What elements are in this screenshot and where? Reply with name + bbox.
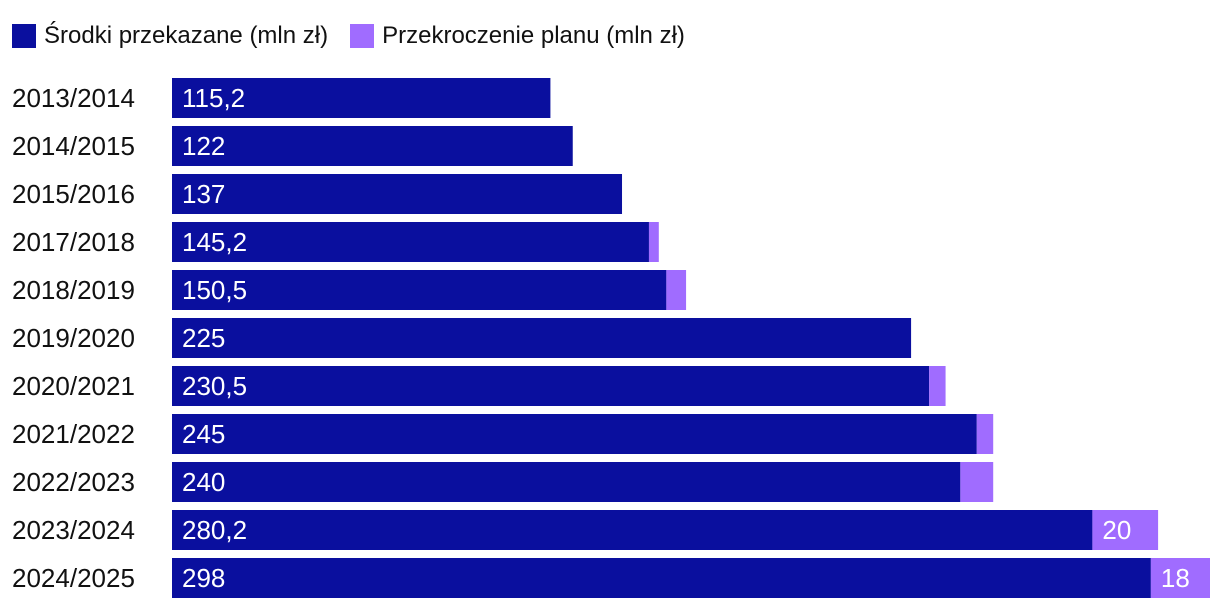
data-label-overrun: 20 — [1102, 515, 1131, 545]
data-label-funds: 115,2 — [182, 83, 245, 113]
bar-funds — [172, 558, 1151, 598]
data-label-funds: 280,2 — [182, 515, 247, 545]
data-label-overrun: 18 — [1161, 563, 1190, 593]
bar-funds — [172, 270, 667, 310]
data-label-funds: 137 — [182, 179, 225, 209]
bar-funds — [172, 78, 551, 118]
y-tick-label: 2017/2018 — [12, 227, 135, 257]
data-label-funds: 298 — [182, 563, 225, 593]
legend: Środki przekazane (mln zł) Przekroczenie… — [12, 20, 697, 52]
data-label-funds: 245 — [182, 419, 225, 449]
bar-funds — [172, 126, 573, 166]
bar-overrun — [666, 270, 687, 310]
legend-label-overrun: Przekroczenie planu (mln zł) — [382, 22, 685, 49]
y-tick-label: 2019/2020 — [12, 323, 135, 353]
y-tick-label: 2024/2025 — [12, 563, 135, 593]
bar-overrun — [929, 366, 946, 406]
bar-funds — [172, 366, 930, 406]
data-label-funds: 145,2 — [182, 227, 247, 257]
y-tick-label: 2013/2014 — [12, 83, 135, 113]
legend-swatch-overrun — [350, 24, 375, 48]
bar-overrun — [976, 414, 994, 454]
legend-swatch-funds — [12, 24, 36, 48]
data-label-funds: 230,5 — [182, 371, 247, 401]
bar-funds — [172, 222, 649, 262]
bar-funds — [172, 462, 961, 502]
y-tick-label: 2022/2023 — [12, 467, 135, 497]
data-label-funds: 150,5 — [182, 275, 247, 305]
bar-overrun — [1092, 510, 1159, 550]
bar-overrun — [648, 222, 659, 262]
bar-funds — [172, 510, 1093, 550]
y-tick-label: 2020/2021 — [12, 371, 135, 401]
bar-overrun — [960, 462, 994, 502]
legend-item-overrun: Przekroczenie planu (mln zł) — [350, 22, 685, 50]
y-tick-label: 2021/2022 — [12, 419, 135, 449]
legend-label-funds: Środki przekazane (mln zł) — [44, 22, 329, 49]
data-label-funds: 240 — [182, 467, 225, 497]
bar-funds — [172, 318, 912, 358]
bar-funds — [172, 414, 977, 454]
data-label-funds: 122 — [182, 131, 225, 161]
y-tick-label: 2014/2015 — [12, 131, 135, 161]
data-label-funds: 225 — [182, 323, 225, 353]
bar-funds — [172, 174, 623, 214]
y-tick-label: 2018/2019 — [12, 275, 135, 305]
y-tick-label: 2023/2024 — [12, 515, 135, 545]
y-tick-label: 2015/2016 — [12, 179, 135, 209]
bar-overrun — [1150, 558, 1210, 598]
legend-item-funds: Środki przekazane (mln zł) — [12, 22, 328, 50]
